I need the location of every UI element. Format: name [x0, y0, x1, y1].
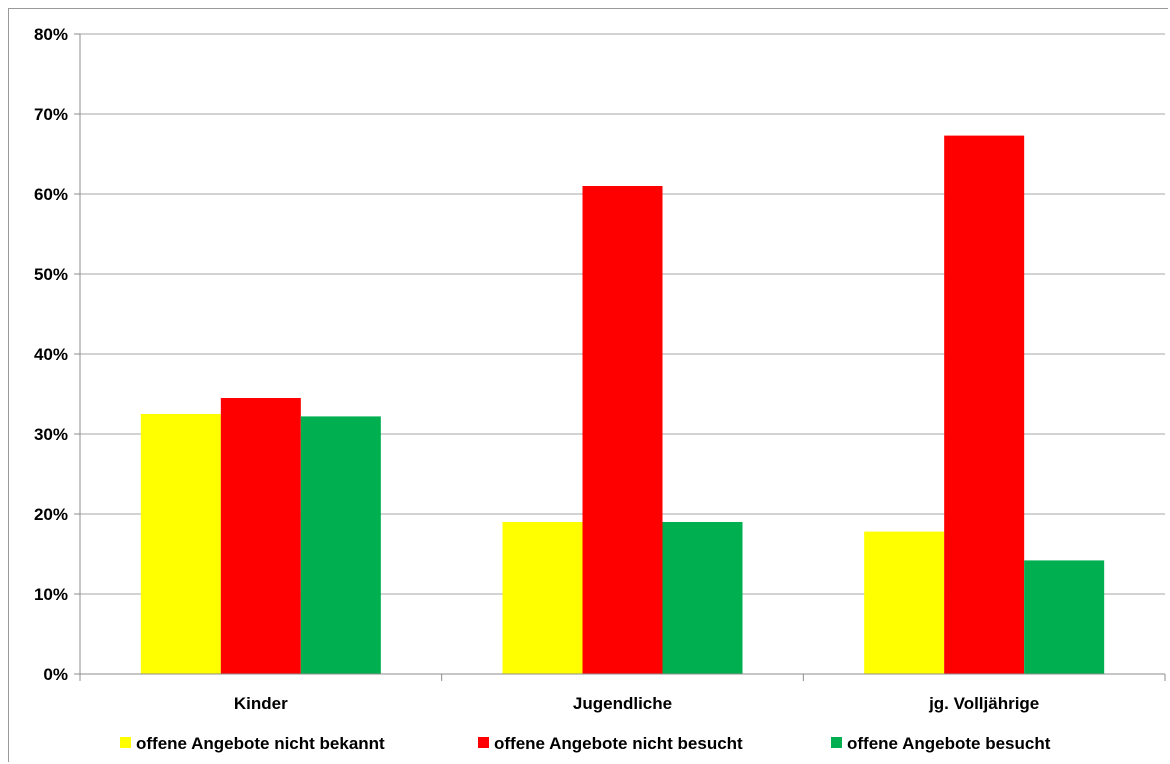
y-tick-label: 70%: [34, 105, 68, 124]
bar: [582, 186, 663, 674]
legend: offene Angebote nicht bekannt offene Ange…: [120, 734, 1051, 753]
legend-label: offene Angebote besucht: [847, 734, 1051, 753]
category-label: jg. Volljährige: [928, 694, 1039, 713]
legend-swatch: [478, 737, 489, 748]
bar: [140, 414, 221, 674]
y-tick-label: 30%: [34, 425, 68, 444]
axes: [79, 34, 1166, 681]
y-tick-label: 10%: [34, 585, 68, 604]
bar: [220, 398, 301, 674]
legend-label: offene Angebote nicht bekannt: [136, 734, 385, 753]
bar: [300, 416, 381, 674]
legend-label: offene Angebote nicht besucht: [494, 734, 743, 753]
legend-swatch: [831, 737, 842, 748]
bar: [502, 522, 583, 674]
y-tick-label: 20%: [34, 505, 68, 524]
category-labels: Kinder Jugendliche jg. Volljährige: [234, 694, 1039, 713]
legend-swatch: [120, 737, 131, 748]
bar: [944, 135, 1025, 675]
category-label: Kinder: [234, 694, 288, 713]
y-axis-ticks: 0% 10% 20% 30% 40% 50% 60% 70% 80%: [34, 25, 80, 684]
y-tick-label: 80%: [34, 25, 68, 44]
bar: [864, 531, 945, 674]
chart-frame: [8, 8, 1168, 762]
y-tick-label: 50%: [34, 265, 68, 284]
y-tick-label: 60%: [34, 185, 68, 204]
y-tick-label: 40%: [34, 345, 68, 364]
bars: [140, 135, 1105, 675]
category-label: Jugendliche: [573, 694, 672, 713]
bar: [1024, 560, 1105, 674]
bar: [662, 522, 743, 674]
y-tick-label: 0%: [43, 665, 68, 684]
